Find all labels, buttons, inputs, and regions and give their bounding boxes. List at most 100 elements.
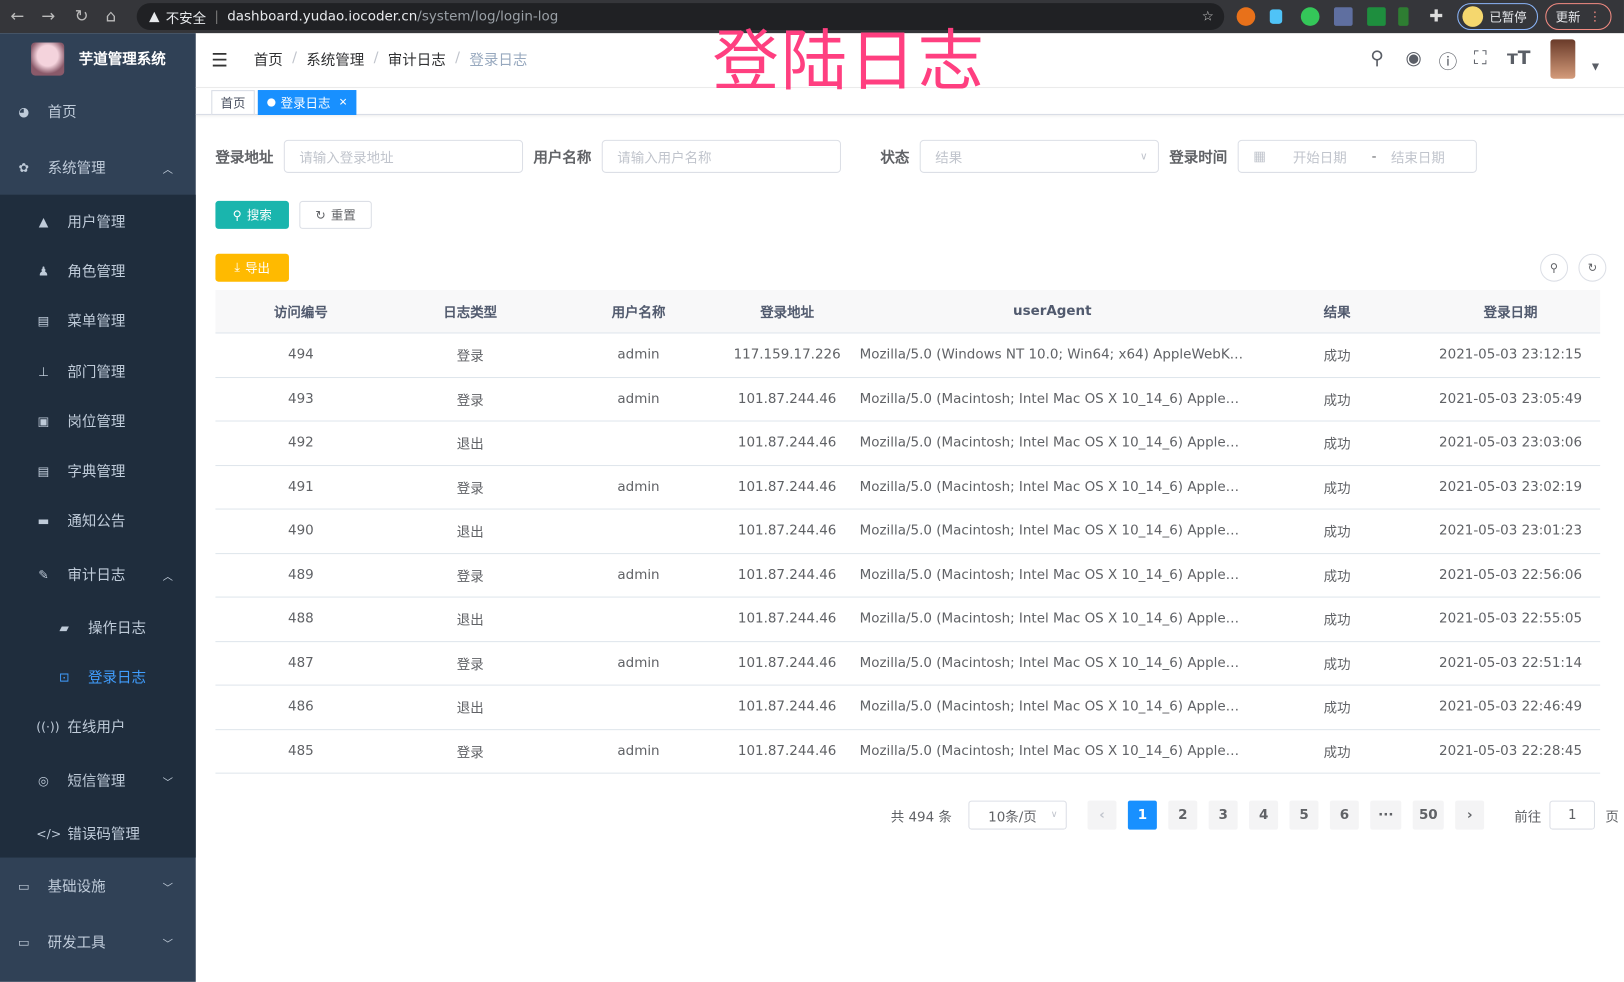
avatar[interactable] <box>1550 39 1576 79</box>
page-button[interactable]: ··· <box>1370 800 1402 830</box>
sidebar-item[interactable]: </> 错误码管理 <box>0 808 196 860</box>
sidebar-item[interactable]: ✿ 系统管理 ︿ <box>0 142 196 194</box>
sidebar-item[interactable]: ▭ 研发工具 ﹀ <box>0 917 196 969</box>
breadcrumb-item[interactable]: 首页 <box>253 52 283 70</box>
username-label: 用户名称 <box>533 150 592 167</box>
table-header: 访问编号 日志类型 用户名称 登录地址 userAgent 结果 登录日期 <box>215 289 1601 334</box>
sidebar-item[interactable]: ◎ 短信管理 ﹀ <box>0 755 196 807</box>
sidebar-item[interactable]: ▣ 岗位管理 <box>0 396 196 448</box>
sidebar-item[interactable]: ▭ 基础设施 ﹀ <box>0 861 196 913</box>
close-icon[interactable]: ✕ <box>338 96 348 109</box>
sidebar-item[interactable]: ▲ 用户管理 <box>0 196 196 248</box>
table-cell: 101.87.244.46 <box>737 435 837 451</box>
extension-icon[interactable] <box>1269 9 1283 24</box>
reset-button[interactable]: ↻ 重置 <box>299 200 372 229</box>
table-cell: 成功 <box>1323 657 1351 673</box>
help-icon[interactable]: ⓘ <box>1438 51 1458 74</box>
sidebar-item[interactable]: ♟ 角色管理 <box>0 245 196 297</box>
page-button[interactable]: 3 <box>1208 800 1238 830</box>
table-cell: 486 <box>288 699 314 715</box>
tag-login-log[interactable]: 登录日志 ✕ <box>257 90 357 115</box>
table-cell: 494 <box>288 347 314 363</box>
sidebar-item[interactable]: ✎ 审计日志 ︿ <box>0 549 196 601</box>
username-input[interactable]: 请输入用户名称 <box>601 139 841 173</box>
home-icon[interactable]: ⌂ <box>105 6 117 26</box>
fullscreen-icon[interactable]: ⛶ <box>1473 47 1487 70</box>
monitor-icon: ▭ <box>17 879 30 894</box>
next-page-button[interactable]: › <box>1455 800 1485 830</box>
table-cell: admin <box>617 347 660 363</box>
forward-icon[interactable]: → <box>41 6 56 26</box>
caret-down-icon[interactable]: ▼ <box>1591 62 1600 73</box>
date-range-picker[interactable]: ▦ 开始日期 - 结束日期 <box>1237 139 1477 173</box>
search-button[interactable]: ⚲ 搜索 <box>215 200 289 229</box>
bookmark-star-icon[interactable]: ☆ <box>1201 8 1214 25</box>
back-icon[interactable]: ← <box>10 6 25 26</box>
sidebar-item[interactable]: ▰ 操作日志 <box>0 602 196 654</box>
page-size-select[interactable]: 10条/页 ∨ <box>968 800 1067 830</box>
address-bar[interactable]: ▲ 不安全 | dashboard.yudao.iocoder.cn /syst… <box>136 3 1225 31</box>
table-row[interactable]: 485 登录 admin 101.87.244.46 Mozilla/5.0 (Maci… <box>215 730 1601 774</box>
page-button[interactable]: 2 <box>1168 800 1198 830</box>
table-cell: 485 <box>288 743 314 759</box>
table-row[interactable]: 488 退出 101.87.244.46 Mozilla/5.0 (Macintosh… <box>215 598 1601 642</box>
status-select[interactable]: 结果 ∨ <box>919 139 1159 173</box>
sidebar-item[interactable]: ⊥ 部门管理 <box>0 346 196 398</box>
extension-icon[interactable] <box>1236 7 1256 26</box>
table-row[interactable]: 491 登录 admin 101.87.244.46 Mozilla/5.0 (Maci… <box>215 466 1601 510</box>
ip-input[interactable]: 请输入登录地址 <box>283 139 524 173</box>
table-row[interactable]: 487 登录 admin 101.87.244.46 Mozilla/5.0 (Maci… <box>215 642 1601 686</box>
extension-icon[interactable] <box>1300 7 1320 26</box>
table-cell: 2021-05-03 23:01:23 <box>1439 523 1583 539</box>
export-button[interactable]: ⤓ 导出 <box>215 253 289 282</box>
sidebar-item[interactable]: ▤ 菜单管理 <box>0 295 196 347</box>
app-logo[interactable]: 芋道管理系统 <box>0 33 196 85</box>
search-icon[interactable]: ⚲ <box>1370 47 1384 70</box>
page-button[interactable]: 1 <box>1127 800 1157 830</box>
sidebar-item[interactable]: ((·)) 在线用户 <box>0 701 196 753</box>
chevron-down-icon: ﹀ <box>162 882 173 895</box>
reload-icon[interactable]: ↻ <box>74 6 89 26</box>
page-button[interactable]: 4 <box>1249 800 1279 830</box>
page-button[interactable]: 6 <box>1329 800 1359 830</box>
profile-button[interactable]: 已暂停 <box>1457 3 1539 31</box>
table-row[interactable]: 494 登录 admin 117.159.17.226 Mozilla/5.0 (Win… <box>215 333 1601 378</box>
table-cell: 101.87.244.46 <box>737 743 837 759</box>
refresh-icon: ↻ <box>1587 260 1598 275</box>
table-row[interactable]: 493 登录 admin 101.87.244.46 Mozilla/5.0 (Maci… <box>215 378 1601 422</box>
page-button[interactable]: 50 <box>1412 800 1444 830</box>
font-size-icon[interactable]: тT <box>1506 47 1531 70</box>
tags-view: 首页 登录日志 ✕ <box>195 88 1624 115</box>
sidebar-item[interactable]: ⊡ 登录日志 <box>0 651 196 703</box>
profile-avatar-icon <box>1462 6 1484 27</box>
extension-icon[interactable] <box>1367 7 1386 26</box>
table-row[interactable]: 492 退出 101.87.244.46 Mozilla/5.0 (Macintosh… <box>215 422 1601 466</box>
puzzle-icon[interactable]: ✚ <box>1429 6 1444 26</box>
sidebar-item[interactable]: ▤ 字典管理 <box>0 445 196 497</box>
dashboard-icon: ◕ <box>18 104 30 120</box>
page-button[interactable]: 5 <box>1289 800 1319 830</box>
breadcrumb-item[interactable]: 系统管理 <box>306 52 365 70</box>
table-row[interactable]: 486 退出 101.87.244.46 Mozilla/5.0 (Macintosh… <box>215 686 1601 730</box>
tag-home[interactable]: 首页 <box>211 90 255 115</box>
breadcrumb-item[interactable]: 审计日志 <box>387 52 446 70</box>
update-button[interactable]: 更新 ⋮ <box>1545 3 1612 31</box>
goto-page-input[interactable]: 1 <box>1549 800 1596 830</box>
github-icon[interactable]: ◉ <box>1405 47 1422 70</box>
table-cell: 成功 <box>1323 349 1351 365</box>
active-dot-icon <box>267 98 276 107</box>
table-row[interactable]: 490 退出 101.87.244.46 Mozilla/5.0 (Macintosh… <box>215 510 1601 554</box>
table-row[interactable]: 489 登录 admin 101.87.244.46 Mozilla/5.0 (Maci… <box>215 554 1601 598</box>
sidebar-item[interactable]: ◕ 首页 <box>0 86 196 138</box>
hamburger-icon[interactable]: ☰ <box>211 49 228 72</box>
start-date-placeholder[interactable]: 开始日期 <box>1292 150 1347 167</box>
toggle-search-button[interactable]: ⚲ <box>1540 253 1569 282</box>
table-cell: 成功 <box>1323 437 1351 453</box>
range-separator: - <box>1371 148 1377 165</box>
refresh-table-button[interactable]: ↻ <box>1578 253 1607 282</box>
prev-page-button[interactable]: ‹ <box>1087 800 1117 830</box>
end-date-placeholder[interactable]: 结束日期 <box>1390 150 1445 167</box>
extension-icon[interactable] <box>1398 7 1409 26</box>
extension-icon[interactable] <box>1333 7 1353 26</box>
sidebar-item[interactable]: ▬ 通知公告 <box>0 495 196 547</box>
